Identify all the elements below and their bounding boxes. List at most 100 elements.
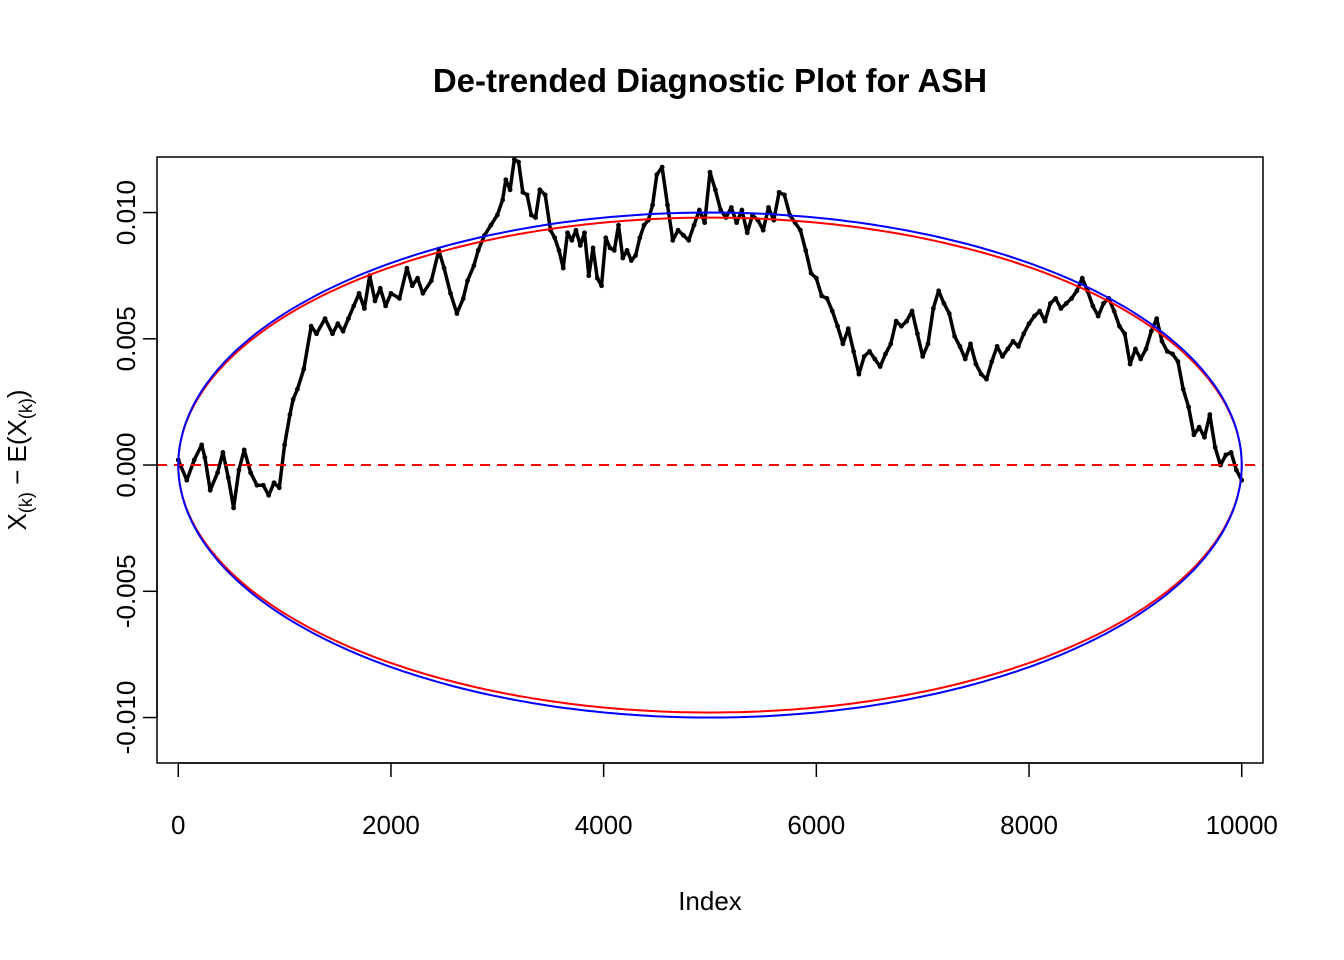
data-point [361, 306, 367, 311]
data-point [533, 215, 538, 221]
data-point [872, 356, 878, 362]
data-point [507, 187, 513, 193]
data-point [471, 263, 477, 268]
data-point [207, 487, 213, 493]
y-tick-label: 0.000 [111, 433, 141, 498]
data-point [1164, 349, 1170, 354]
data-point [914, 331, 920, 337]
data-point [803, 248, 809, 253]
data-point [691, 222, 697, 228]
data-point [276, 485, 282, 491]
data-point [1122, 331, 1128, 337]
data-point [941, 301, 947, 306]
data-point [994, 343, 1000, 349]
data-point [686, 237, 692, 243]
data-point [330, 331, 335, 337]
data-point [346, 316, 351, 321]
data-point [808, 270, 814, 276]
data-point [184, 477, 190, 483]
data-points [175, 157, 1245, 511]
data-point [670, 237, 676, 243]
data-point [654, 172, 660, 178]
data-point [909, 308, 915, 314]
data-point [1090, 303, 1096, 309]
data-point [633, 253, 638, 258]
data-point [734, 220, 739, 226]
data-point [215, 470, 221, 476]
data-point [1223, 452, 1229, 458]
data-point [560, 265, 566, 271]
data-point [475, 248, 481, 253]
data-point [1000, 354, 1005, 359]
y-label-mid: − E(X [2, 419, 32, 492]
data-point [308, 323, 314, 329]
data-point [1042, 318, 1048, 324]
data-point [415, 275, 420, 281]
data-point [1016, 343, 1021, 349]
data-point [607, 245, 613, 251]
data-point [665, 202, 670, 208]
data-point [465, 278, 470, 284]
data-point [1069, 296, 1074, 301]
chart-title: De-trended Diagnostic Plot for ASH [433, 62, 987, 99]
data-point [1132, 346, 1138, 352]
data-point [1111, 308, 1117, 314]
data-point [372, 298, 378, 304]
data-point [1180, 386, 1186, 392]
data-point [494, 212, 500, 218]
y-axis: -0.010 -0.005 0.000 0.005 0.010 [111, 180, 158, 754]
data-point [920, 354, 926, 359]
data-point [707, 169, 713, 175]
data-point [888, 341, 894, 347]
data-point [287, 412, 293, 417]
data-point [351, 303, 357, 309]
data-point [573, 227, 579, 233]
data-point [957, 343, 963, 349]
data-point [441, 265, 447, 271]
data-point [1143, 346, 1149, 352]
data-point [565, 230, 570, 236]
data-point [968, 341, 973, 347]
data-point [1154, 316, 1160, 321]
data-point [766, 205, 771, 210]
data-point [199, 442, 205, 448]
data-point [599, 283, 604, 289]
data-point [856, 371, 862, 377]
data-point [335, 321, 341, 327]
data-point [851, 349, 856, 354]
data-point [989, 359, 995, 364]
data-point [254, 482, 260, 488]
data-point [516, 159, 521, 165]
data-point [1037, 308, 1043, 314]
data-point [388, 290, 394, 296]
data-point [728, 205, 734, 210]
data-point [611, 248, 617, 253]
data-point [744, 230, 750, 236]
data-point [428, 278, 434, 284]
data-point [383, 303, 389, 309]
data-point [840, 341, 846, 347]
data-point [1207, 412, 1213, 417]
data-point [1063, 301, 1069, 306]
data-point [290, 397, 296, 402]
data-point [1117, 323, 1122, 329]
data-point [1058, 306, 1064, 311]
data-point [1026, 321, 1032, 327]
data-point [1191, 432, 1197, 438]
plot-area [157, 157, 1263, 719]
x-tick-label: 6000 [787, 810, 845, 840]
data-point [641, 222, 647, 228]
data-point [322, 316, 328, 321]
data-point [883, 351, 888, 357]
data-point [845, 326, 851, 332]
y-tick-label: 0.010 [111, 180, 141, 245]
data-point [404, 265, 410, 271]
data-point [936, 288, 942, 294]
data-point [628, 258, 634, 263]
data-point [824, 296, 830, 301]
data-point [1170, 351, 1176, 357]
data-point [1127, 361, 1133, 367]
data-point [712, 187, 718, 193]
x-axis-label: Index [678, 886, 742, 916]
data-point [659, 164, 665, 170]
